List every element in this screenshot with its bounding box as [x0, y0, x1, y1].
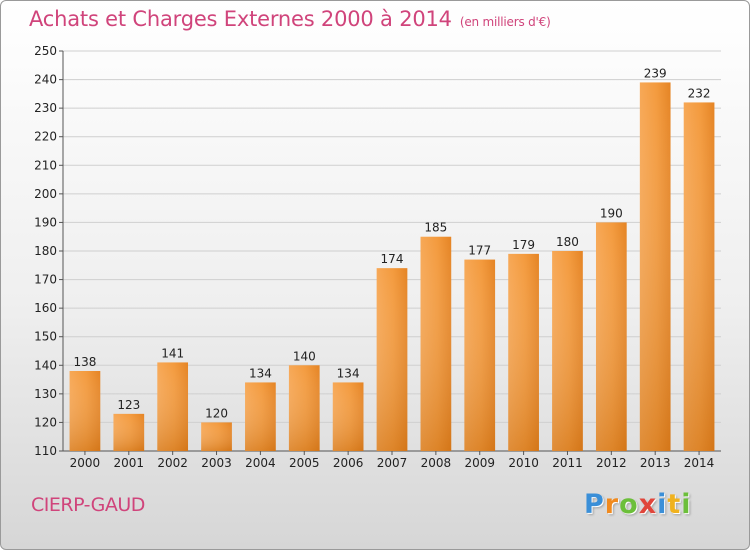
y-tick-label: 130 — [34, 387, 57, 401]
x-tick-label: 2002 — [157, 456, 188, 470]
chart-title-text: Achats et Charges Externes 2000 à 2014 — [29, 7, 452, 31]
x-tick-labels: 2000 2001 2002 2003 2004 2005 2006 2007 2008 2009… — [70, 456, 715, 470]
bar-shade — [508, 253, 539, 451]
value-labels: 138 123 141 120 134 140 134 174 185 177 179 180 190 2… — [73, 66, 710, 420]
bar-shade — [332, 382, 364, 451]
y-tick-label: 190 — [34, 215, 57, 229]
x-tick-label: 2001 — [114, 456, 145, 470]
bar-shade — [157, 362, 189, 451]
value-label: 134 — [337, 366, 360, 380]
value-label: 141 — [161, 346, 184, 360]
y-tick-label: 220 — [34, 130, 57, 144]
value-label: 134 — [249, 366, 272, 380]
bars — [69, 82, 715, 451]
commune-name: CIERP-GAUD — [31, 494, 145, 516]
bar-shade — [201, 422, 232, 451]
y-tick-label: 230 — [34, 101, 57, 115]
bar-shade — [376, 268, 408, 451]
y-tick-label: 240 — [34, 73, 57, 87]
x-tick-label: 2006 — [333, 456, 364, 470]
y-tick-label: 140 — [34, 358, 57, 372]
value-label: 190 — [600, 206, 623, 220]
bar-shade — [288, 365, 320, 451]
x-tick-label: 2005 — [289, 456, 320, 470]
bar-shade — [683, 102, 715, 451]
value-label: 232 — [688, 86, 711, 100]
bar-shade — [420, 236, 452, 451]
x-tick-label: 2009 — [464, 456, 495, 470]
bar-shade — [69, 371, 101, 451]
x-tick-label: 2014 — [684, 456, 715, 470]
value-label: 123 — [117, 398, 140, 412]
y-tick-label: 170 — [34, 273, 57, 287]
bar-shade — [552, 251, 583, 451]
value-label: 120 — [205, 406, 228, 420]
bar-shade — [639, 82, 671, 451]
value-label: 180 — [556, 235, 579, 249]
bar-shade — [113, 413, 145, 451]
x-tick-label: 2011 — [552, 456, 583, 470]
logo-letter: P — [584, 489, 605, 520]
x-tick-label: 2007 — [377, 456, 408, 470]
value-label: 179 — [512, 238, 535, 252]
value-label: 140 — [293, 349, 316, 363]
y-tick-label: 250 — [34, 44, 57, 58]
logo-letter: i — [681, 489, 692, 520]
logo-letter: i — [657, 489, 668, 520]
y-tick-label: 120 — [34, 415, 57, 429]
y-tick-label: 110 — [34, 444, 57, 458]
value-label: 174 — [381, 252, 404, 266]
bar-shade — [245, 382, 276, 451]
logo-letter: t — [667, 489, 682, 520]
value-label: 177 — [468, 244, 491, 258]
x-tick-label: 2003 — [201, 456, 232, 470]
logo-letter: r — [604, 489, 620, 520]
x-tick-label: 2000 — [70, 456, 101, 470]
proxiti-logo: Proxiti — [584, 489, 692, 520]
x-tick-label: 2010 — [508, 456, 539, 470]
y-tick-label: 200 — [34, 187, 57, 201]
y-tick-labels: 110 120 130 140 150 160 170 180 190 200 210 220 230 2… — [34, 44, 57, 458]
y-tick-label: 180 — [34, 244, 57, 258]
x-tick-label: 2004 — [245, 456, 276, 470]
logo-letter: x — [638, 489, 658, 520]
x-tick-label: 2013 — [640, 456, 671, 470]
value-label: 138 — [73, 355, 96, 369]
y-tick-label: 210 — [34, 158, 57, 172]
x-tick-label: 2012 — [596, 456, 627, 470]
value-label: 185 — [424, 221, 447, 235]
bar-shade — [595, 222, 627, 451]
y-tick-label: 150 — [34, 330, 57, 344]
bar-shade — [464, 259, 496, 451]
chart-title: Achats et Charges Externes 2000 à 2014 (e… — [29, 7, 551, 31]
x-tick-label: 2008 — [421, 456, 452, 470]
logo-letter: o — [619, 489, 639, 520]
y-tick-label: 160 — [34, 301, 57, 315]
value-label: 239 — [644, 66, 667, 80]
chart-subtitle: (en milliers d'€) — [459, 15, 551, 29]
